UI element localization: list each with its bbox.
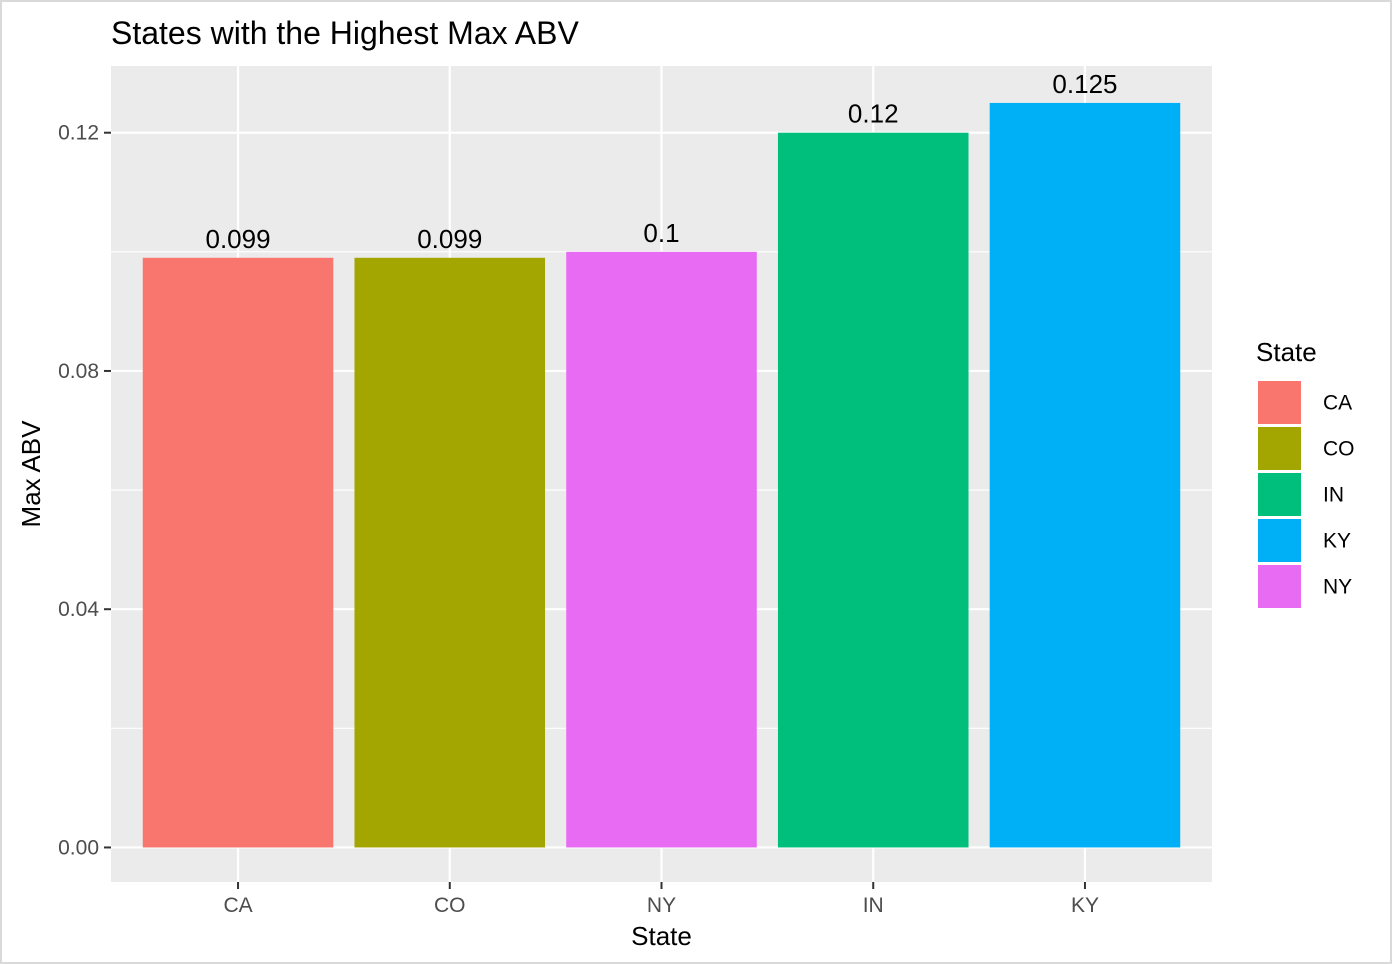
y-axis: 0.00 0.04 0.08 0.12 xyxy=(58,122,111,859)
legend-label: CA xyxy=(1323,392,1352,415)
bar-value-label: 0.099 xyxy=(205,224,270,254)
x-tick-label: CO xyxy=(434,894,466,917)
bar-ca xyxy=(142,257,334,848)
bar-value-labels: 0.099 0.099 0.1 0.12 0.125 xyxy=(205,69,1117,254)
bar-ky xyxy=(989,102,1181,848)
legend-label: NY xyxy=(1323,576,1352,599)
y-tick-label: 0.00 xyxy=(58,836,99,859)
bar-value-label: 0.125 xyxy=(1052,69,1117,99)
legend-key-co xyxy=(1258,427,1301,470)
bar-ny xyxy=(566,251,757,848)
y-axis-title: Max ABV xyxy=(16,420,46,528)
bar-value-label: 0.099 xyxy=(417,224,482,254)
x-tick-label: IN xyxy=(863,894,884,917)
legend-label: IN xyxy=(1323,484,1344,507)
bar-value-label: 0.12 xyxy=(848,99,899,129)
x-tick-label: KY xyxy=(1071,894,1099,917)
y-tick-label: 0.04 xyxy=(58,598,99,621)
chart-title: States with the Highest Max ABV xyxy=(111,15,579,51)
y-tick-label: 0.08 xyxy=(58,360,99,383)
legend-key-ky xyxy=(1258,519,1301,562)
x-axis: CA CO NY IN KY xyxy=(223,882,1099,917)
legend-title: State xyxy=(1256,337,1317,367)
bars xyxy=(142,102,1181,848)
legend-key-in xyxy=(1258,473,1301,516)
y-tick-label: 0.12 xyxy=(58,122,99,145)
bar-co xyxy=(354,257,546,848)
bar-in xyxy=(777,132,969,848)
x-axis-title: State xyxy=(631,921,692,951)
legend-key-ny xyxy=(1258,565,1301,608)
legend-key-ca xyxy=(1258,381,1301,424)
x-tick-label: CA xyxy=(223,894,252,917)
legend: State CA CO IN KY NY xyxy=(1256,337,1355,608)
legend-label: KY xyxy=(1323,530,1351,553)
bar-value-label: 0.1 xyxy=(643,218,679,248)
x-tick-label: NY xyxy=(647,894,676,917)
legend-label: CO xyxy=(1323,438,1355,461)
